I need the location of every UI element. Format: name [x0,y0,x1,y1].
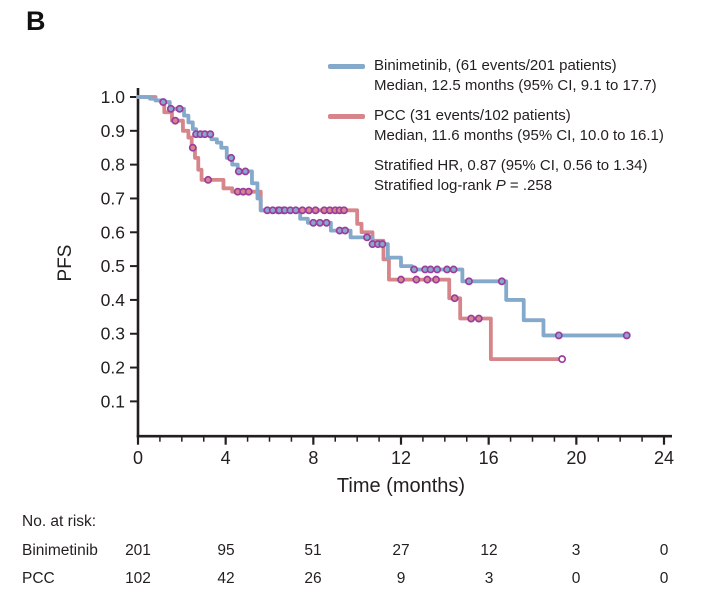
pcc-censor-mark [188,143,197,152]
x-tick-label: 20 [566,448,586,468]
binimetinib-censor-mark [175,104,184,113]
binimetinib-censor-mark [159,98,168,107]
pcc-median-line: Median, 11.6 months (95% CI, 10.0 to 16.… [374,127,664,144]
risk-count: 3 [571,542,581,559]
pcc-line-swatch [328,114,365,119]
legend-item-pcc: PCC (31 events/102 patients) Median, 11.… [328,106,664,146]
pcc-censor-mark [432,275,441,284]
y-tick-label: 0.6 [101,222,125,242]
binimetinib-censor-mark [363,233,371,242]
risk-count: 0 [659,570,669,587]
panel-label: B [26,6,46,36]
risk-count: 95 [217,542,235,559]
risk-count: 51 [304,542,322,559]
binimetinib-censor-mark [378,240,387,249]
y-tick-label: 0.4 [101,290,126,310]
p-symbol: P [495,177,506,194]
binimetinib-censor-mark [291,206,300,215]
binimetinib-censor-mark [464,277,473,286]
binimetinib-censor-mark [433,265,442,274]
stats-block: Stratified HR, 0.87 (95% CI, 0.56 to 1.3… [374,156,664,196]
binimetinib-legend-label: Binimetinib, (61 events/201 patients) [374,57,617,74]
x-tick-label: 8 [308,448,318,468]
x-tick-label: 12 [391,448,411,468]
x-tick-label: 24 [654,448,674,468]
pcc-censor-mark [450,294,459,303]
risk-count: 201 [125,542,151,559]
binimetinib-censor-mark [241,167,250,176]
stratified-logrank-line: Stratified log-rank P = .258 [374,177,553,194]
binimetinib-censor-mark [227,153,236,162]
y-tick-label: 1.0 [101,87,126,107]
pcc-censor-mark [204,175,213,184]
binimetinib-censor-mark [410,265,419,274]
pcc-censor-mark [244,187,253,196]
legend: Binimetinib, (61 events/201 patients) Me… [328,56,664,196]
binimetinib-censor-mark [166,104,175,113]
legend-item-binimetinib: Binimetinib, (61 events/201 patients) Me… [328,56,664,96]
risk-count: 3 [484,570,494,587]
binimetinib-censor-mark [497,277,506,286]
y-tick-label: 0.5 [101,256,125,276]
risk-count: 42 [217,570,235,587]
binimetinib-line-swatch [328,64,365,69]
binimetinib-censor-mark [449,265,458,274]
pcc-censor-mark [474,314,483,323]
risk-count: 0 [659,542,669,559]
risk-count: 26 [304,570,322,587]
y-tick-label: 0.2 [101,358,125,378]
binimetinib-censor-mark [322,218,331,227]
x-tick-label: 4 [221,448,231,468]
y-tick-label: 0.7 [101,188,125,208]
y-tick-label: 0.9 [101,121,125,141]
pcc-censor-mark [423,275,432,284]
y-tick-label: 0.8 [101,155,125,175]
pcc-censor-mark [340,206,348,215]
binimetinib-censor-mark [622,331,631,340]
binimetinib-censor-mark [341,226,350,235]
risk-count: 0 [571,570,581,587]
risk-count: 9 [396,570,406,587]
risk-row-label: PCC [22,570,55,587]
risk-count: 27 [392,542,410,559]
y-tick-label: 0.1 [101,391,125,411]
risk-table-title: No. at risk: [22,513,97,530]
pcc-censor-mark [171,116,180,125]
stratified-hr-line: Stratified HR, 0.87 (95% CI, 0.56 to 1.3… [374,157,648,174]
x-tick-label: 0 [133,448,143,468]
binimetinib-censor-mark [206,130,215,139]
pcc-censor-mark [397,275,405,284]
pcc-censor-mark [558,355,567,364]
risk-count: 12 [480,542,498,559]
binimetinib-median-line: Median, 12.5 months (95% CI, 9.1 to 17.7… [374,77,657,94]
binimetinib-censor-mark [554,331,563,340]
pcc-censor-mark [412,275,421,284]
risk-count: 102 [125,570,151,587]
pcc-censor-mark [467,314,476,323]
y-tick-label: 0.3 [101,324,125,344]
x-axis-title: Time (months) [336,475,466,497]
pcc-legend-label: PCC (31 events/102 patients) [374,107,571,124]
pcc-censor-mark [311,206,320,215]
x-tick-label: 16 [479,448,499,468]
risk-row-label: Binimetinib [22,542,98,559]
